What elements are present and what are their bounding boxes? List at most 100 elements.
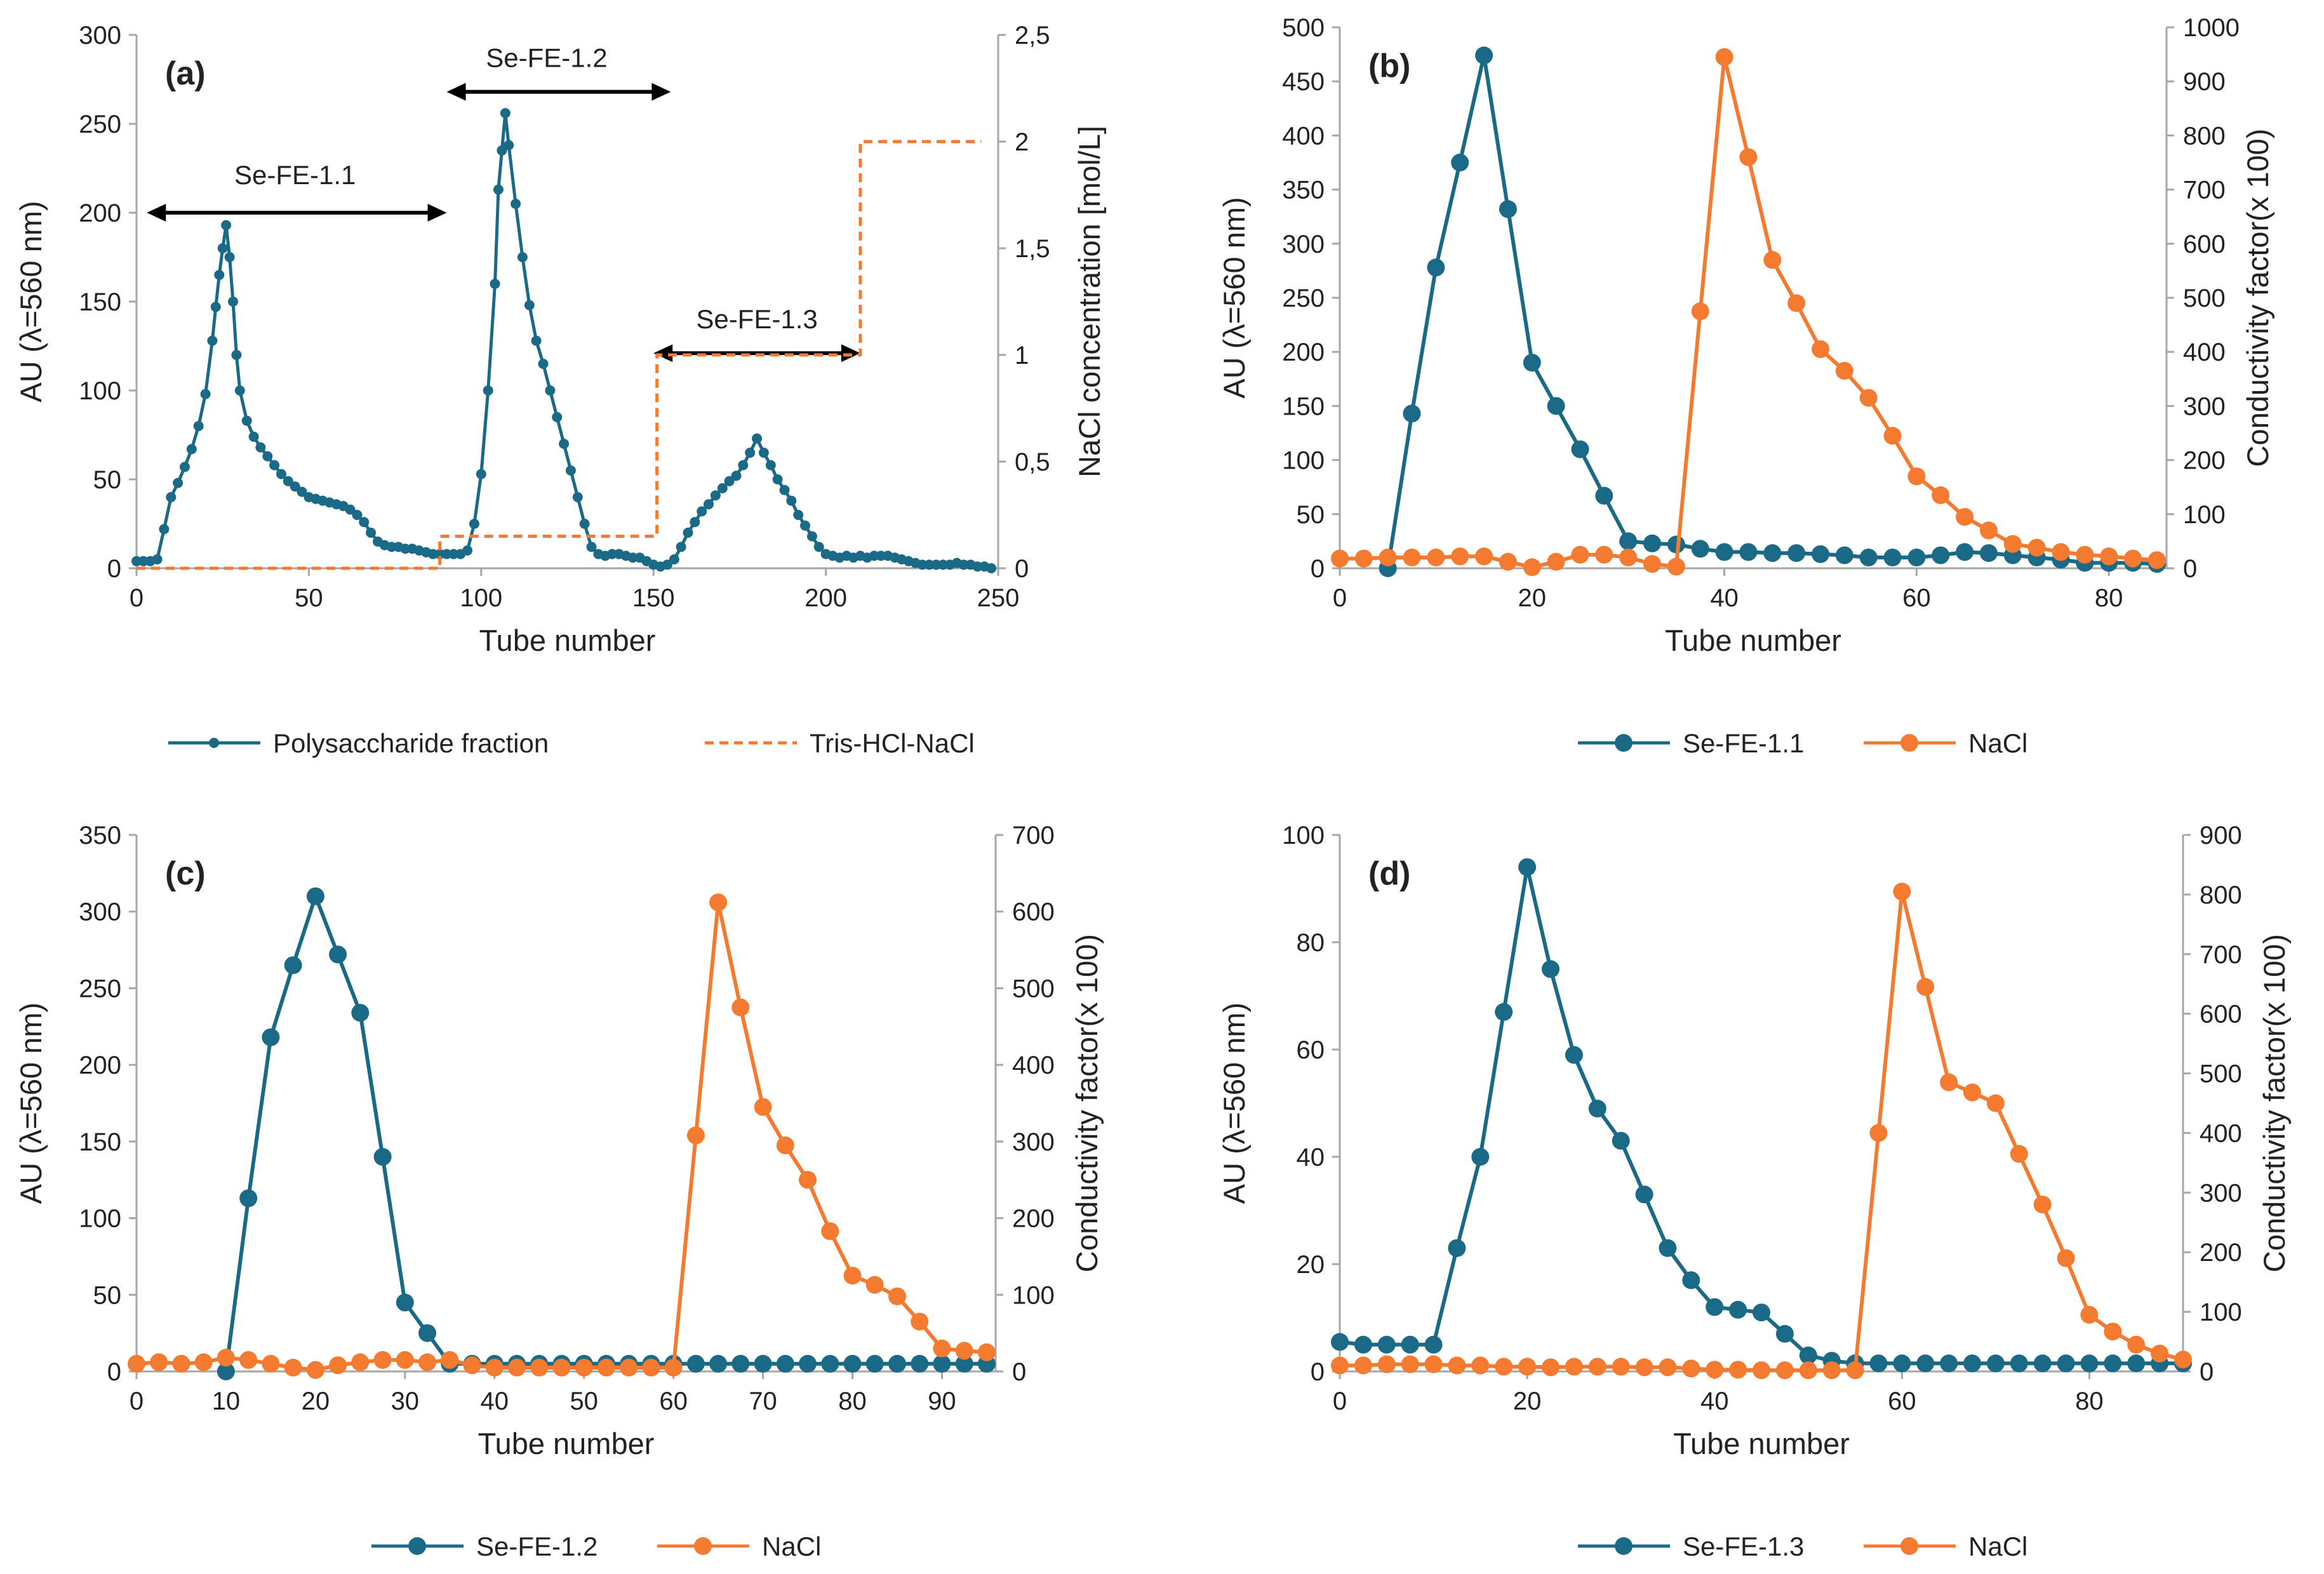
- data-point: [255, 442, 266, 453]
- legend: Se-FE-1.2 NaCl: [371, 1531, 821, 1561]
- y2-tick-label: 800: [2183, 122, 2226, 150]
- data-point: [1595, 545, 1613, 564]
- data-point: [1763, 251, 1782, 269]
- data-point: [1475, 46, 1493, 65]
- data-point: [1403, 404, 1421, 423]
- y2-tick-label: 1: [1015, 342, 1029, 370]
- data-point: [373, 1148, 392, 1166]
- data-point: [1635, 1185, 1653, 1204]
- panel-label: (a): [165, 55, 206, 92]
- annotation-se-fe-1-2: Se-FE-1.2: [446, 43, 671, 101]
- panel-label: (d): [1368, 855, 1410, 892]
- legend-item-nacl: NaCl: [1864, 1531, 2027, 1561]
- panel-a: 0 50 100 150 200 250 300 0 0,5 1 1,5 2 2,5 0 50 100 150 2…: [14, 22, 1106, 758]
- x-tick-label: 0: [1333, 584, 1347, 612]
- y-tick-label: 150: [79, 1128, 121, 1156]
- legend-marker: [694, 1537, 712, 1555]
- y2-tick-label: 200: [2200, 1239, 2242, 1267]
- series-line: [224, 894, 987, 1372]
- data-point: [1635, 1358, 1653, 1377]
- series-line: [136, 900, 987, 1372]
- data-point: [524, 300, 535, 310]
- y2-tick-label: 300: [2200, 1179, 2242, 1207]
- data-point: [1518, 858, 1537, 876]
- data-point: [745, 448, 756, 458]
- data-point: [1682, 1271, 1700, 1290]
- y-tick-label: 300: [79, 898, 121, 926]
- x-axis-title: Tube number: [1665, 624, 1841, 657]
- data-point: [1691, 540, 1709, 558]
- data-point: [686, 1354, 705, 1373]
- data-point: [1565, 1046, 1583, 1064]
- data-point: [306, 887, 324, 905]
- data-point: [565, 465, 576, 476]
- y-tick-label: 350: [79, 822, 121, 850]
- data-point: [1812, 340, 1829, 358]
- data-point: [1763, 544, 1782, 563]
- y-tick-label: 450: [1282, 68, 1325, 96]
- data-point: [214, 270, 225, 280]
- data-point: [511, 199, 521, 209]
- y-tick-label: 0: [107, 1358, 121, 1386]
- y2-tick-label: 600: [1012, 898, 1055, 926]
- data-point: [172, 1354, 190, 1373]
- y-tick-label: 500: [1282, 14, 1325, 42]
- data-point: [1643, 534, 1661, 552]
- y-tick-label: 300: [79, 22, 121, 50]
- data-point: [843, 1267, 862, 1285]
- data-point: [248, 431, 259, 442]
- legend-label: Polysaccharide fraction: [273, 728, 549, 758]
- data-point: [1753, 1361, 1770, 1380]
- legend-label: Se-FE-1.2: [476, 1531, 598, 1561]
- y-tick-label: 200: [79, 199, 121, 227]
- data-point: [1354, 549, 1373, 568]
- data-point: [530, 1359, 549, 1377]
- data-point: [1377, 1355, 1396, 1373]
- y-tick-label: 200: [79, 1051, 121, 1079]
- data-point: [1835, 362, 1853, 380]
- data-point: [2080, 1354, 2099, 1373]
- data-point: [1907, 467, 1926, 486]
- data-point: [483, 385, 493, 396]
- data-point: [1739, 148, 1758, 166]
- data-point: [463, 1356, 481, 1375]
- data-point: [1706, 1298, 1724, 1316]
- x-tick-label: 40: [481, 1387, 509, 1415]
- y2-tick-label: 900: [2183, 68, 2226, 96]
- x-tick-label: 60: [1888, 1387, 1916, 1415]
- data-point: [1495, 1357, 1513, 1376]
- y2-tick-label: 100: [1012, 1281, 1055, 1309]
- data-point: [911, 1312, 929, 1331]
- y2-tick-label: 900: [2200, 822, 2242, 850]
- data-point: [228, 297, 238, 307]
- y2-axis-title: Conductivity factor(x 100): [2257, 934, 2291, 1272]
- data-point: [697, 506, 707, 517]
- data-point: [1542, 1358, 1559, 1377]
- x-tick-label: 70: [749, 1387, 777, 1415]
- data-point: [2100, 547, 2118, 566]
- y2-tick-label: 400: [2200, 1119, 2242, 1147]
- data-point: [1547, 552, 1565, 571]
- data-point: [786, 495, 797, 506]
- data-point: [1565, 1357, 1583, 1376]
- x-tick-label: 80: [2075, 1387, 2104, 1415]
- data-point: [284, 956, 302, 975]
- data-point: [664, 1359, 683, 1377]
- data-point: [207, 335, 218, 346]
- data-point: [1588, 1357, 1606, 1376]
- data-point: [396, 1351, 414, 1369]
- data-point: [799, 1354, 817, 1373]
- y2-axis-title: Conductivity factor(x 100): [1070, 934, 1104, 1272]
- data-point: [373, 1351, 392, 1369]
- legend-label: Se-FE-1.3: [1683, 1531, 1804, 1561]
- data-point: [493, 184, 504, 195]
- data-point: [1729, 1300, 1747, 1319]
- data-point: [284, 1359, 302, 1377]
- data-point: [1475, 547, 1493, 566]
- data-point: [441, 1351, 459, 1369]
- legend-label: NaCl: [762, 1531, 821, 1561]
- y-tick-label: 100: [79, 1205, 121, 1233]
- x-tick-label: 50: [295, 584, 323, 612]
- data-point: [1963, 1083, 1981, 1102]
- y-tick-label: 300: [1282, 230, 1325, 258]
